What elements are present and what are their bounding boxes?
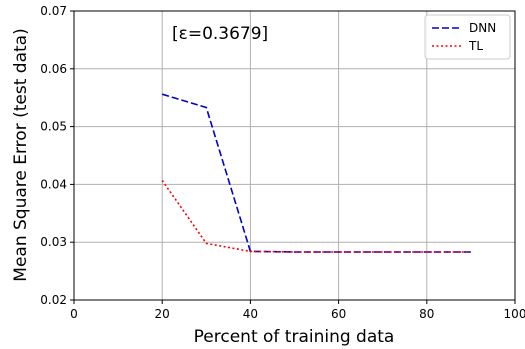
legend-label-tl: TL bbox=[468, 39, 483, 53]
y-axis-ticks: 0.02 0.03 0.04 0.05 0.06 0.07 bbox=[40, 4, 74, 307]
x-tick-label-0: 0 bbox=[70, 307, 78, 321]
series-layer bbox=[161, 93, 471, 253]
series-line-tl bbox=[161, 179, 471, 253]
y-tick-label-0: 0.02 bbox=[40, 293, 67, 307]
x-tick-label-3: 60 bbox=[331, 307, 346, 321]
x-axis-ticks: 0 20 40 60 80 100 bbox=[70, 300, 525, 321]
legend: DNN TL bbox=[424, 14, 511, 60]
x-tick-label-4: 80 bbox=[419, 307, 434, 321]
series-line-dnn bbox=[161, 93, 471, 253]
y-tick-label-2: 0.04 bbox=[40, 177, 67, 191]
legend-box bbox=[424, 14, 511, 60]
y-axis-label: Mean Square Error (test data) bbox=[11, 28, 31, 281]
y-tick-label-4: 0.06 bbox=[40, 62, 67, 76]
x-axis-label: Percent of training data bbox=[194, 327, 395, 347]
legend-label-dnn: DNN bbox=[469, 21, 496, 35]
x-tick-label-5: 100 bbox=[504, 307, 525, 321]
y-tick-label-5: 0.07 bbox=[40, 4, 67, 18]
x-tick-label-2: 40 bbox=[243, 307, 258, 321]
plot-frame bbox=[73, 10, 516, 301]
y-tick-label-3: 0.05 bbox=[40, 120, 67, 134]
y-tick-label-1: 0.03 bbox=[40, 235, 67, 249]
x-tick-label-1: 20 bbox=[155, 307, 170, 321]
epsilon-annotation: [ε=0.3679] bbox=[172, 24, 268, 44]
